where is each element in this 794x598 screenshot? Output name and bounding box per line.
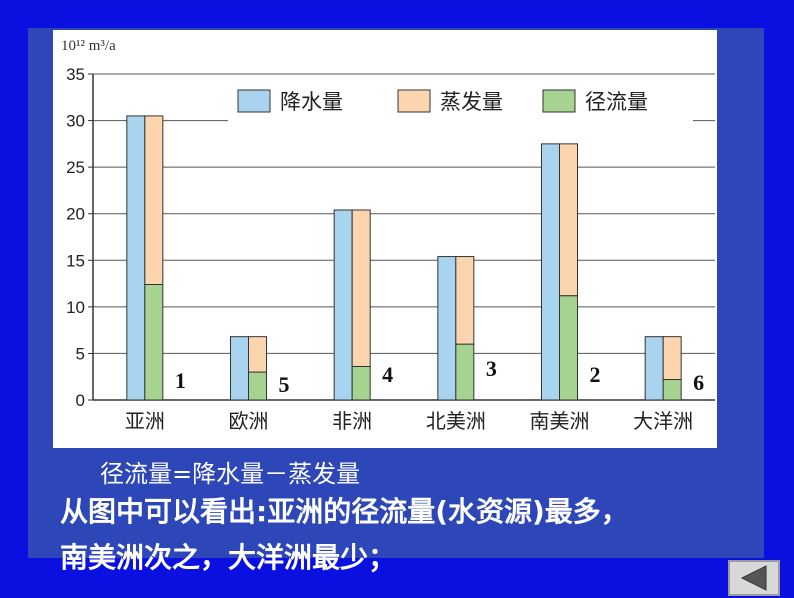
bar-runoff: [662, 379, 682, 401]
y-tick-label: 20: [66, 205, 85, 224]
bar-precipitation: [644, 336, 664, 401]
x-category-label: 北美洲: [426, 409, 486, 433]
bar-precipitation: [541, 143, 560, 401]
bar-precipitation: [126, 115, 146, 401]
bar-precipitation: [333, 209, 353, 401]
x-category-label: 南美洲: [530, 409, 590, 433]
bar-evaporation: [455, 256, 475, 345]
legend-swatch: [397, 89, 431, 113]
rank-label: 6: [693, 370, 704, 395]
formula-text: 径流量=降水量－蒸发量: [100, 460, 361, 488]
y-tick-label: 0: [76, 391, 85, 410]
rank-label: 3: [486, 356, 497, 381]
chart-panel: 0 5 10 15 20 25 30 35 亚洲 1 欧洲 5 非洲 4 北美洲 3 南美洲 2 大洋洲 6 降水量…: [53, 30, 717, 448]
y-tick-label: 25: [66, 158, 85, 177]
y-tick-label: 10: [66, 298, 85, 317]
bar-runoff: [144, 284, 164, 401]
legend-swatch: [237, 89, 271, 113]
legend-swatch: [542, 89, 576, 113]
x-category-label: 亚洲: [125, 409, 165, 433]
conclusion-line-1: 从图中可以看出:亚洲的径流量(水资源)最多，: [60, 495, 629, 528]
legend-label: 径流量: [585, 90, 648, 114]
rank-label: 4: [382, 362, 393, 387]
legend-box: [228, 78, 693, 123]
x-category-label: 大洋洲: [633, 409, 693, 433]
rank-label: 5: [279, 372, 290, 397]
y-tick-label: 35: [66, 65, 85, 84]
rank-label: 1: [175, 368, 186, 393]
y-tick-label: 15: [66, 251, 85, 270]
bar-precipitation: [230, 336, 249, 401]
bar-runoff: [248, 371, 267, 401]
rank-label: 2: [590, 362, 601, 387]
bar-runoff: [559, 295, 578, 401]
legend-label: 蒸发量: [440, 90, 503, 114]
bar-evaporation: [248, 336, 267, 373]
bar-evaporation: [662, 336, 682, 381]
y-tick-label: 30: [66, 112, 85, 131]
y-tick-label: 5: [76, 344, 85, 363]
bar-evaporation: [144, 115, 164, 286]
bar-runoff: [351, 365, 371, 401]
triangle-left-icon: [740, 565, 767, 591]
x-category-label: 欧洲: [229, 409, 269, 433]
back-button[interactable]: [728, 560, 780, 596]
y-axis-unit-label: 10¹² m³/a: [61, 38, 116, 54]
legend-label: 降水量: [280, 90, 343, 114]
x-category-label: 非洲: [332, 409, 372, 433]
bar-evaporation: [559, 143, 578, 297]
bar-runoff: [455, 343, 475, 401]
bar-evaporation: [351, 209, 371, 367]
bar-precipitation: [437, 256, 457, 401]
conclusion-line-2: 南美洲次之，大洋洲最少；: [60, 541, 397, 574]
